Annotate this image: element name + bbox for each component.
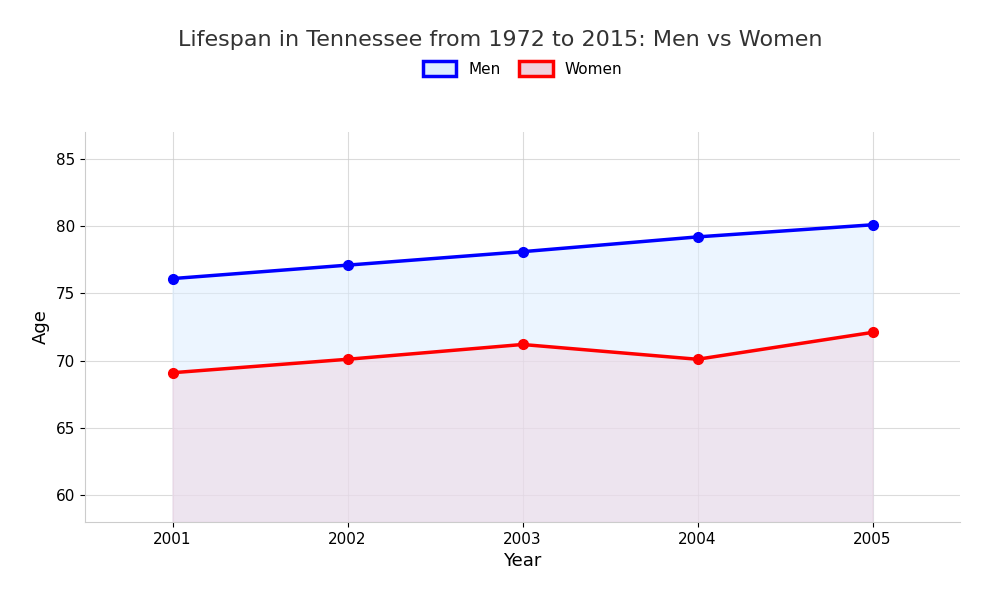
Legend: Men, Women: Men, Women [415, 54, 630, 85]
Text: Lifespan in Tennessee from 1972 to 2015: Men vs Women: Lifespan in Tennessee from 1972 to 2015:… [178, 30, 822, 50]
X-axis label: Year: Year [503, 552, 542, 570]
Y-axis label: Age: Age [32, 310, 50, 344]
